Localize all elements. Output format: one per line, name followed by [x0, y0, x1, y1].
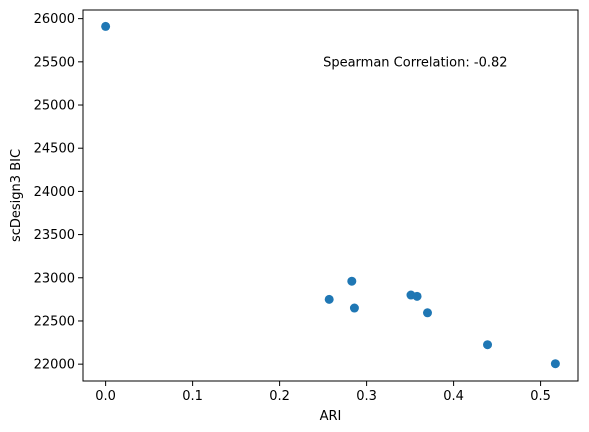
x-tick-label: 0.3 — [356, 389, 377, 404]
y-tick-label: 23000 — [34, 271, 75, 286]
x-axis-ticks: 0.0 0.1 0.2 0.3 0.4 0.5 — [95, 381, 551, 404]
data-point — [101, 21, 111, 31]
x-tick-label: 0.2 — [269, 389, 290, 404]
y-tick-label: 22500 — [34, 314, 75, 329]
y-axis-label: scDesign3 BIC — [9, 149, 24, 242]
y-axis-ticks: 22000 22500 23000 23500 24000 24500 25000 25500… — [34, 12, 83, 373]
y-tick-label: 25500 — [34, 55, 75, 70]
x-tick-label: 0.1 — [182, 389, 203, 404]
correlation-annotation: Spearman Correlation: -0.82 — [323, 55, 507, 70]
annotations: Spearman Correlation: -0.82 — [323, 55, 507, 70]
y-tick-label: 24000 — [34, 185, 75, 200]
data-point — [324, 294, 334, 304]
data-point — [422, 308, 432, 318]
data-point — [483, 340, 493, 350]
y-tick-label: 24500 — [34, 142, 75, 157]
y-tick-label: 22000 — [34, 358, 75, 373]
data-point — [349, 303, 359, 313]
data-points — [101, 21, 560, 369]
x-axis-label: ARI — [320, 409, 342, 424]
data-point — [550, 359, 560, 369]
x-tick-label: 0.5 — [530, 389, 551, 404]
x-tick-label: 0.0 — [95, 389, 116, 404]
axes-frame — [82, 9, 579, 382]
y-tick-label: 23500 — [34, 228, 75, 243]
x-tick-label: 0.4 — [443, 389, 464, 404]
y-tick-label: 26000 — [34, 12, 75, 27]
data-point — [347, 276, 357, 286]
y-tick-label: 25000 — [34, 99, 75, 114]
data-point — [412, 291, 422, 301]
